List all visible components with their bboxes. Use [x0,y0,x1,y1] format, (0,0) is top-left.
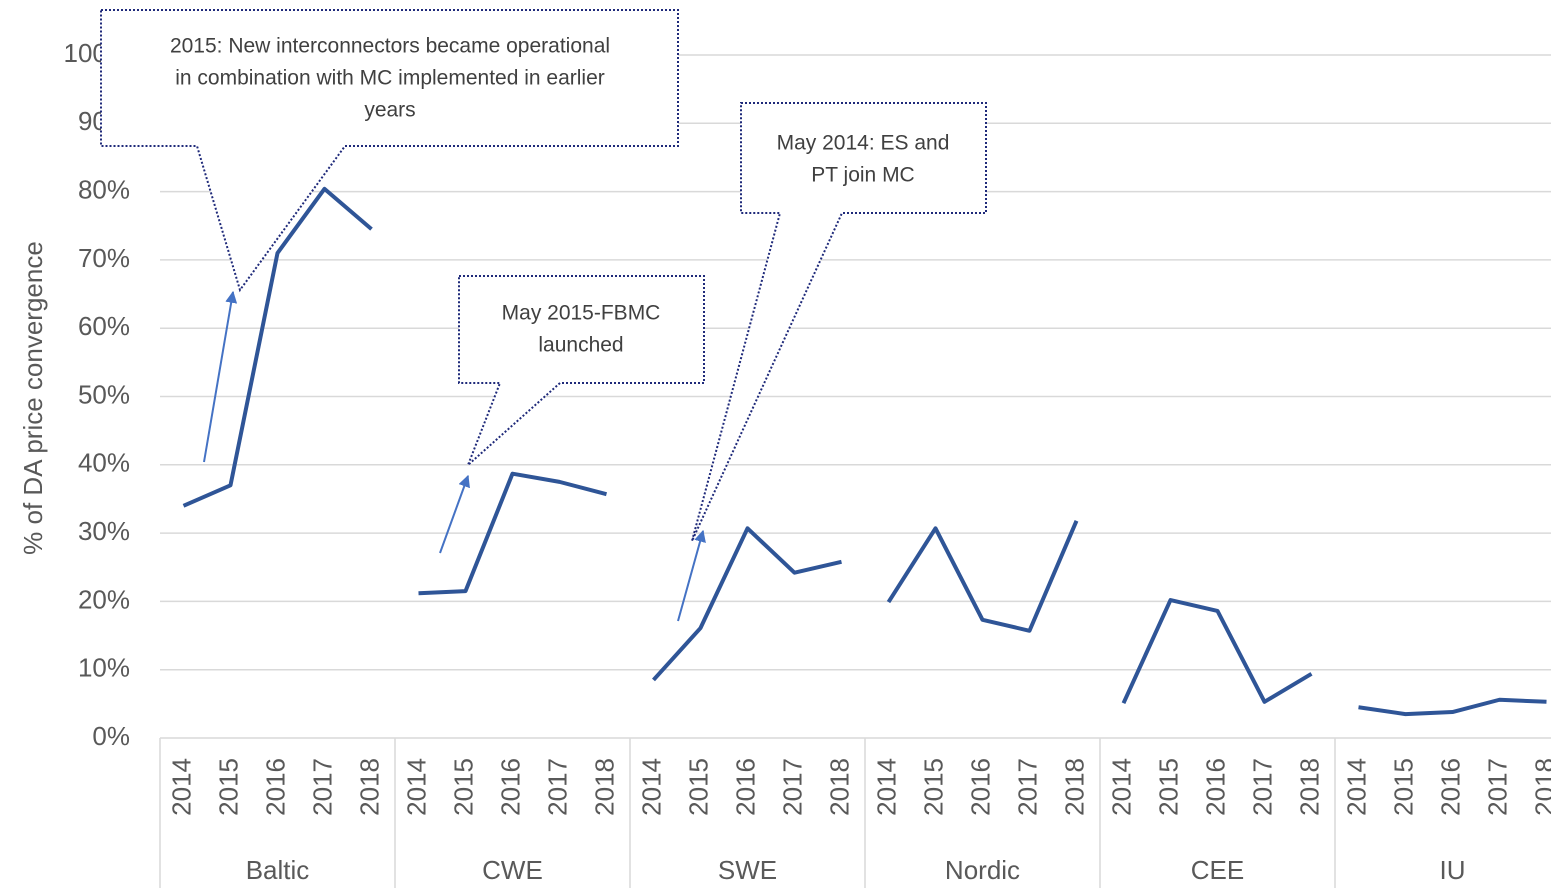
line [182,186,373,508]
annotation: launched [538,334,623,357]
callout-box [691,102,987,542]
x-tick-label: 2015 [1153,758,1183,816]
x-tick-label: 2018 [1059,758,1089,816]
x-tick-label: 2014 [401,758,431,816]
x-tick-label: 2014 [871,758,901,816]
group-label: CWE [482,855,543,885]
x-tick-label: 2016 [260,758,290,816]
x-tick-label: 2015 [683,758,713,816]
plot [182,186,1547,717]
group-label: SWE [718,855,777,885]
callout-box [458,275,705,466]
annotation: May 2014: ES and [777,132,950,155]
x-tick-label: 2016 [495,758,525,816]
annotation: PT join MC [811,164,914,187]
x-tick-label: 2015 [448,758,478,816]
annotation: 2015: New interconnectors became operati… [170,35,610,58]
x-tick-label: 2017 [307,758,337,816]
line [1121,598,1313,704]
x-tick-label: 2017 [1012,758,1042,816]
group-label: Baltic [246,855,310,885]
line [652,526,842,682]
annotation: in combination with MC implemented in ea… [175,67,605,90]
arrow [677,529,706,622]
line [1358,697,1547,717]
y-tick-label: 30% [78,516,130,546]
y-tick-label: 0% [92,721,130,751]
y-tick-label: 70% [78,243,130,273]
x-tick-label: 2018 [1294,758,1324,816]
annotation: May 2015-FBMC [502,302,661,325]
y-tick-label: 60% [78,311,130,341]
x-tick-label: 2014 [1106,758,1136,816]
callout-box [100,9,679,293]
arrow [203,290,238,463]
x-tick-label: 2014 [166,758,196,816]
x-tick-label: 2014 [636,758,666,816]
arrow [439,474,470,554]
x-tick-label: 2016 [730,758,760,816]
x-tick-label: 2016 [965,758,995,816]
annotation: years [364,99,415,122]
grid: 0%10%20%30%40%50%60%70%80%90%100%2014201… [64,38,1551,888]
y-tick-label: 50% [78,379,130,409]
x-tick-label: 2015 [918,758,948,816]
group-label: CEE [1191,855,1244,885]
notes: 2015: New interconnectors became operati… [170,35,949,357]
x-tick-label: 2015 [1388,758,1418,816]
x-tick-label: 2016 [1435,758,1465,816]
x-tick-label: 2018 [1529,758,1551,816]
x-tick-label: 2018 [589,758,619,816]
x-tick-label: 2017 [1247,758,1277,816]
y-axis-label: % of DA price convergence [18,241,48,555]
x-tick-label: 2017 [777,758,807,816]
y-tick-label: 10% [78,653,130,683]
y-tick-label: 40% [78,448,130,478]
x-tick-label: 2018 [354,758,384,816]
x-tick-label: 2014 [1341,758,1371,816]
y-tick-label: 80% [78,174,130,204]
y-tick-label: 20% [78,584,130,614]
x-tick-label: 2018 [824,758,854,816]
x-tick-label: 2017 [542,758,572,816]
x-tick-label: 2015 [213,758,243,816]
group-label: Nordic [945,855,1020,885]
group-label: IU [1440,855,1466,885]
arrows [203,290,706,622]
callouts [100,9,987,542]
x-tick-label: 2017 [1482,758,1512,816]
line [886,520,1079,633]
x-tick-label: 2016 [1200,758,1230,816]
line [418,471,608,596]
